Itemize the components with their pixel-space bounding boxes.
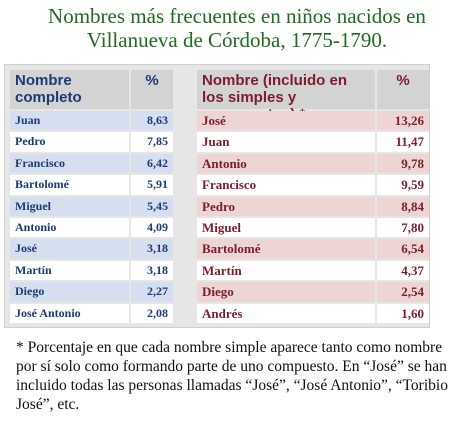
name-cell: Juan (10, 111, 129, 131)
table-row: Martín 3,18 (10, 260, 173, 281)
name-cell: Diego (197, 282, 375, 302)
page-title: Nombres más frecuentes en niños nacidos … (0, 4, 474, 52)
percent-cell: 4,37 (377, 260, 429, 281)
name-cell: Antonio (10, 217, 129, 238)
percent-cell: 8,63 (131, 111, 173, 131)
name-cell: Francisco (197, 175, 375, 195)
table-row: José Antonio 2,08 (10, 303, 173, 323)
name-cell: Bartolomé (197, 239, 375, 259)
percent-cell: 5,45 (131, 196, 173, 216)
percent-cell: 11,47 (377, 132, 429, 152)
table-body: José 13,26 Juan 11,47 Antonio 9,78 Francisco 9,… (197, 111, 429, 323)
percent-cell: 13,26 (377, 111, 429, 131)
percent-cell: 2,08 (131, 303, 173, 323)
table-row: Juan 11,47 (197, 132, 429, 152)
table-row: Francisco 6,42 (10, 153, 173, 174)
column-header-name: Nombre (incluido en los simples y compue… (202, 72, 348, 123)
table-row: Diego 2,54 (197, 282, 429, 302)
percent-cell: 6,42 (131, 153, 173, 174)
percent-cell: 9,78 (377, 153, 429, 174)
name-cell: Bartolomé (10, 175, 129, 195)
table-row: Miguel 5,45 (10, 196, 173, 216)
percent-cell: 8,84 (377, 196, 429, 216)
name-cell: Martín (197, 260, 375, 281)
column-header-percent: % (375, 70, 429, 109)
table-body: Juan 8,63 Pedro 7,85 Francisco 6,42 Bartolomé 5… (10, 111, 173, 323)
column-header-percent: % (129, 70, 173, 109)
table-row: Bartolomé 6,54 (197, 239, 429, 259)
percent-cell: 7,80 (377, 217, 429, 238)
name-cell: José (197, 111, 375, 131)
table-row: Bartolomé 5,91 (10, 175, 173, 195)
table-row: Juan 8,63 (10, 111, 173, 131)
name-cell: Martín (10, 260, 129, 281)
percent-cell: 2,27 (131, 282, 173, 302)
name-cell: Diego (10, 282, 129, 302)
name-cell: Miguel (10, 196, 129, 216)
table-row: José 3,18 (10, 239, 173, 259)
name-cell: José (10, 239, 129, 259)
table-header: Nombre (incluido en los simples y compue… (197, 70, 429, 123)
name-cell: Andrés (197, 303, 375, 323)
column-header-name: Nombre completo (15, 72, 82, 106)
footnote: * Porcentaje en que cada nombre simple a… (16, 339, 448, 413)
name-cell: José Antonio (10, 303, 129, 323)
name-cell: Juan (197, 132, 375, 152)
percent-cell: 5,91 (131, 175, 173, 195)
table-row: Diego 2,27 (10, 282, 173, 302)
percent-cell: 6,54 (377, 239, 429, 259)
name-cell: Antonio (197, 153, 375, 174)
percent-cell: 7,85 (131, 132, 173, 152)
table-row: Pedro 8,84 (197, 196, 429, 216)
table-row: Antonio 4,09 (10, 217, 173, 238)
name-cell: Francisco (10, 153, 129, 174)
name-cell: Pedro (197, 196, 375, 216)
table-full-names: Nombre completo % Juan 8,63 Pedro 7,85 Franc… (10, 70, 173, 325)
percent-cell: 9,59 (377, 175, 429, 195)
percent-cell: 3,18 (131, 239, 173, 259)
name-cell: Pedro (10, 132, 129, 152)
title-line-2: Villanueva de Córdoba, 1775-1790. (86, 28, 388, 52)
name-cell: Miguel (197, 217, 375, 238)
table-row: Martín 4,37 (197, 260, 429, 281)
percent-cell: 4,09 (131, 217, 173, 238)
table-row: Antonio 9,78 (197, 153, 429, 174)
table-names-including-compound: Nombre (incluido en los simples y compue… (197, 70, 429, 325)
table-row: Pedro 7,85 (10, 132, 173, 152)
table-row: Francisco 9,59 (197, 175, 429, 195)
percent-cell: 1,60 (377, 303, 429, 323)
title-line-1: Nombres más frecuentes en niños nacidos … (48, 4, 426, 28)
table-row: José 13,26 (197, 111, 429, 131)
table-header: Nombre completo % (10, 70, 173, 109)
table-row: Andrés 1,60 (197, 303, 429, 323)
percent-cell: 2,54 (377, 282, 429, 302)
table-row: Miguel 7,80 (197, 217, 429, 238)
percent-cell: 3,18 (131, 260, 173, 281)
